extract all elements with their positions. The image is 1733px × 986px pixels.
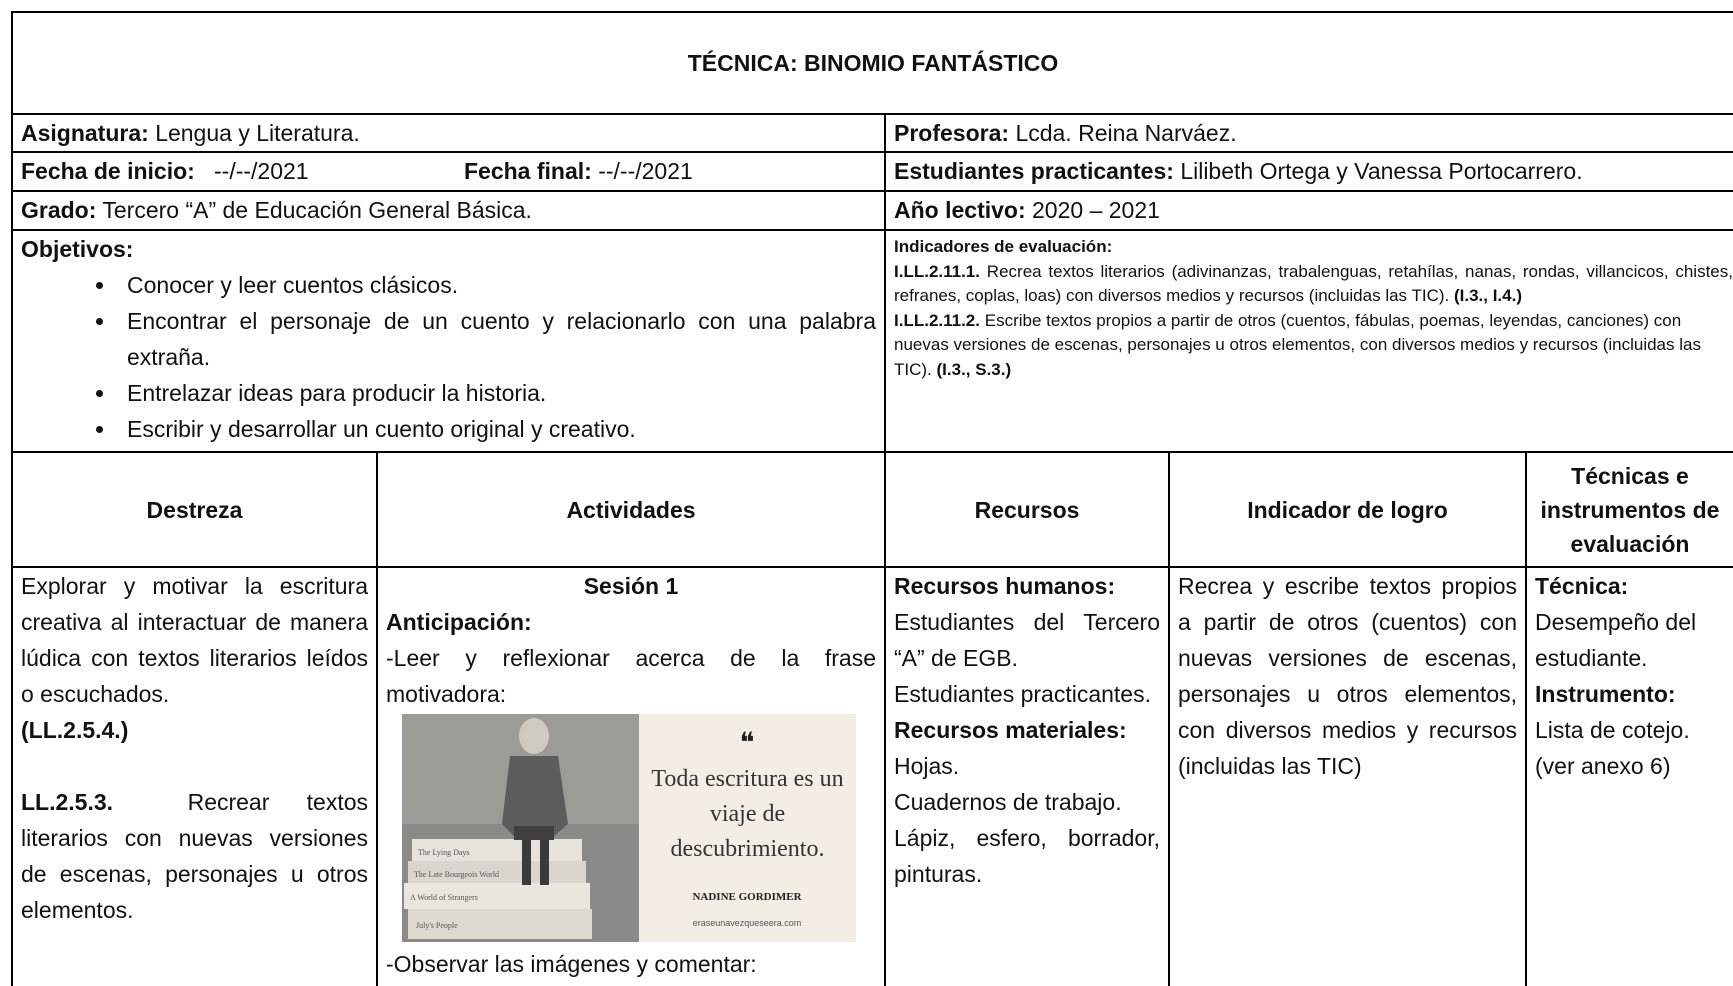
header: Actividades <box>566 496 696 523</box>
info-cell: Estudiantes practicantes: Lilibeth Orteg… <box>884 151 1733 190</box>
book-title: The Lying Days <box>418 848 470 857</box>
title: TÉCNICA: BINOMIO FANTÁSTICO <box>687 50 1059 76</box>
body <box>502 756 568 838</box>
code: I.LL.2.11.2. <box>894 310 980 330</box>
info-cell: Asignatura: Lengua y Literatura. <box>11 113 884 151</box>
quote-site: eraseunavezqueseera.com <box>693 918 802 928</box>
quote-author: NADINE GORDIMER <box>692 891 802 903</box>
label: Técnica: <box>1535 573 1629 599</box>
label: Objetivos: <box>21 236 134 262</box>
label: Fecha final: <box>464 158 592 184</box>
label: Indicadores de evaluación: <box>894 237 1113 256</box>
refs: (I.3., I.4.) <box>1453 286 1522 305</box>
phase: Anticipación: <box>386 609 532 635</box>
value: Lilibeth Ortega y Vanessa Portocarrero. <box>1180 158 1583 184</box>
text: Escribe textos propios a partir de otros… <box>894 310 1701 379</box>
book-title: July's People <box>416 921 458 930</box>
header: Técnicas e instrumentos de evaluación <box>1540 462 1720 557</box>
label: Fecha de inicio: <box>21 158 195 184</box>
quote-mark: ❝ <box>739 728 754 759</box>
value: Tercero “A” de Educación General Básica. <box>102 197 532 223</box>
indicador-cell: Recrea y escribe textos propios a partir… <box>1168 566 1525 986</box>
recursos-cell: Recursos humanos: Estudiantes del Tercer… <box>884 566 1168 986</box>
text: Explorar y motivar la escritura creativa… <box>21 573 368 707</box>
book <box>404 883 590 909</box>
label: Recursos materiales: <box>894 717 1127 743</box>
item: Estudiantes del Tercero “A” de EGB. <box>894 609 1160 671</box>
value: --/--/2021 <box>214 158 309 184</box>
quote-bg <box>639 714 856 942</box>
label: Instrumento: <box>1535 681 1676 707</box>
text: Recrea textos literarios (adivinanzas, t… <box>894 261 1733 306</box>
quote-image: The Lying Days The Late Bourgeois World … <box>402 714 856 942</box>
objective: Conocer y leer cuentos clásicos. <box>117 267 876 303</box>
label: Profesora: <box>894 120 1010 146</box>
leg <box>522 840 531 885</box>
header-cell: Recursos <box>884 451 1168 566</box>
header: Indicador de logro <box>1247 496 1448 523</box>
header-cell: Destreza <box>11 451 376 566</box>
header: Destreza <box>146 496 243 523</box>
label: Asignatura: <box>21 120 149 146</box>
book <box>412 839 582 861</box>
header-cell: Técnicas e instrumentos de evaluación <box>1525 451 1733 566</box>
info-cell: Profesora: Lcda. Reina Narváez. <box>884 113 1733 151</box>
item: Estudiantes practicantes. <box>894 681 1151 707</box>
label: Grado: <box>21 197 97 223</box>
value: --/--/2021 <box>598 158 693 184</box>
indicator: I.LL.2.11.1. Recrea textos literarios (a… <box>894 260 1733 309</box>
objectives-cell: Objetivos: Conocer y leer cuentos clásic… <box>11 229 884 451</box>
value: 2020 – 2021 <box>1032 197 1160 223</box>
indicator: I.LL.2.11.2. Escribe textos propios a pa… <box>894 309 1733 383</box>
code: (LL.2.5.4.) <box>21 717 129 743</box>
tecnicas-cell: Técnica: Desempeño del estudiante. Instr… <box>1525 566 1733 986</box>
quote: Toda escritura es un viaje de descubrimi… <box>651 766 844 862</box>
header-cell: Indicador de logro <box>1168 451 1525 566</box>
text: Recrea y escribe textos propios a partir… <box>1178 573 1517 779</box>
objective: Encontrar el personaje de un cuento y re… <box>117 303 876 375</box>
item: Hojas. <box>894 753 960 779</box>
label: Recursos humanos: <box>894 573 1116 599</box>
indicators-cell: Indicadores de evaluación: I.LL.2.11.1. … <box>884 229 1733 451</box>
objective: Entrelazar ideas para producir la histor… <box>117 375 876 411</box>
book-title: A World of Strangers <box>410 893 478 902</box>
text: Recrear textos literarios con nuevas ver… <box>21 789 369 923</box>
session: Sesión 1 <box>583 573 679 599</box>
header-cell: Actividades <box>376 451 884 566</box>
label: Estudiantes practicantes: <box>894 158 1174 184</box>
refs: (I.3., S.3.) <box>936 359 1012 379</box>
text: Desempeño del estudiante. <box>1535 609 1697 671</box>
header: Recursos <box>974 496 1080 523</box>
label: Año lectivo: <box>894 197 1026 223</box>
fecha-final: Fecha final: --/--/2021 <box>464 153 693 189</box>
code: I.LL.2.11.1. <box>894 261 980 281</box>
code: LL.2.5.3. <box>21 789 114 815</box>
info-cell: Fecha de inicio: --/--/2021 Fecha final:… <box>11 151 884 190</box>
objectives-list: Conocer y leer cuentos clásicos. Encontr… <box>21 267 876 447</box>
value: Lcda. Reina Narváez. <box>1015 120 1237 146</box>
book <box>408 909 592 939</box>
value: Lengua y Literatura. <box>155 120 360 146</box>
legs <box>514 826 554 840</box>
info-cell: Grado: Tercero “A” de Educación General … <box>11 190 884 229</box>
text: (ver anexo 6) <box>1535 753 1671 779</box>
item: Lápiz, esfero, borrador, pinturas. <box>894 825 1160 887</box>
destreza-cell: Explorar y motivar la escritura creativa… <box>11 566 376 986</box>
info-cell: Año lectivo: 2020 – 2021 <box>884 190 1733 229</box>
book-title: The Late Bourgeois World <box>414 870 499 879</box>
item: Cuadernos de trabajo. <box>894 789 1122 815</box>
actividades-cell: Sesión 1 Anticipación: -Leer y reflexion… <box>376 566 884 986</box>
quote-box: Toda escritura es un viaje de descubrimi… <box>651 766 844 862</box>
step: -Observar las imágenes y comentar: <box>386 951 757 977</box>
leg <box>540 840 549 885</box>
title-cell: TÉCNICA: BINOMIO FANTÁSTICO <box>11 11 1733 113</box>
text: Lista de cotejo. <box>1535 717 1690 743</box>
objective: Escribir y desarrollar un cuento origina… <box>117 411 876 447</box>
step: -Leer y reflexionar acerca de la frase m… <box>386 645 876 707</box>
head <box>519 718 549 754</box>
